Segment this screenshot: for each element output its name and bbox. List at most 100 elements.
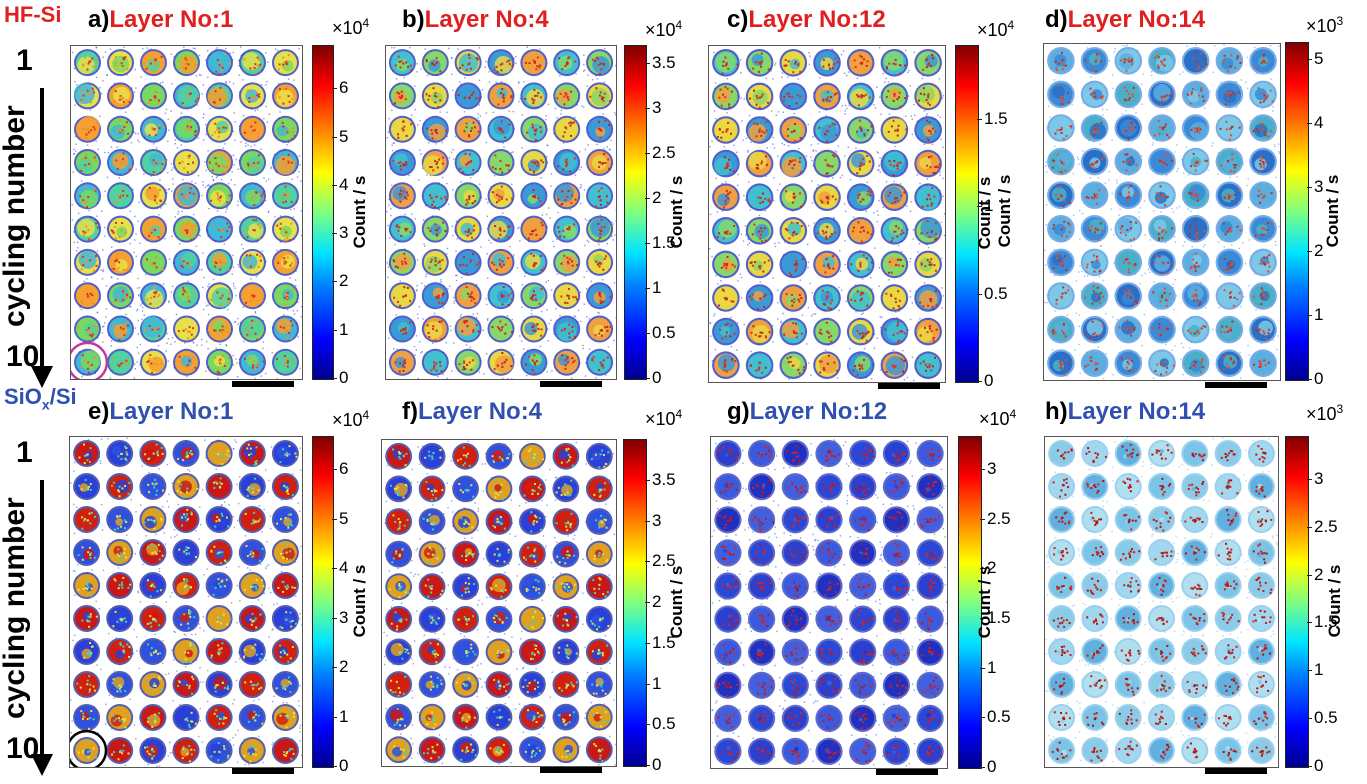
noise-speck — [897, 244, 900, 247]
spot-speck — [444, 230, 447, 233]
noise-speck — [774, 242, 776, 245]
noise-speck — [262, 341, 265, 343]
noise-speck — [939, 171, 941, 173]
noise-speck — [845, 300, 848, 302]
noise-speck — [478, 79, 481, 81]
noise-speck — [584, 244, 586, 247]
spot-speck — [600, 218, 603, 221]
noise-speck — [713, 110, 716, 112]
spot-core — [432, 287, 444, 299]
spot-speck — [895, 225, 898, 228]
spot-speck — [406, 227, 409, 230]
spot-speck — [786, 134, 789, 137]
sample-spot — [779, 250, 808, 279]
sample-spot — [272, 115, 299, 143]
exponent-power: 4 — [362, 16, 370, 30]
spot-speck — [863, 132, 866, 135]
spot-speck — [218, 73, 221, 75]
sample-spot — [272, 149, 299, 176]
spot-speck — [93, 188, 96, 191]
spot-speck — [194, 235, 197, 238]
spot-speck — [494, 167, 497, 170]
colorbar-tick-mark — [645, 333, 650, 335]
noise-speck — [265, 372, 267, 375]
noise-speck — [709, 213, 712, 216]
spot-speck — [257, 361, 260, 364]
noise-speck — [137, 319, 139, 322]
spot-speck — [757, 61, 760, 64]
spot-core — [397, 322, 410, 334]
noise-speck — [268, 113, 271, 115]
noise-speck — [837, 145, 840, 147]
noise-speck — [943, 234, 945, 237]
spot-speck — [827, 263, 830, 266]
spot-speck — [540, 96, 543, 99]
spot-speck — [471, 236, 473, 239]
spot-speck — [216, 128, 219, 131]
noise-speck — [238, 74, 240, 76]
spot-speck — [497, 127, 500, 130]
noise-speck — [893, 180, 895, 183]
spot-speck — [432, 325, 435, 328]
noise-speck — [225, 344, 227, 346]
spot-speck — [431, 62, 434, 65]
sample-spot — [454, 182, 482, 210]
noise-speck — [242, 114, 245, 117]
noise-speck — [168, 129, 170, 131]
spot-speck — [828, 267, 831, 270]
sample-spot — [454, 315, 482, 343]
spot-speck — [726, 87, 729, 90]
noise-speck — [579, 169, 581, 171]
spot-speck — [558, 57, 561, 60]
noise-speck — [172, 183, 174, 185]
spot-speck — [87, 131, 90, 134]
spot-speck — [602, 366, 605, 369]
spot-core — [594, 190, 610, 206]
spot-speck — [787, 128, 790, 131]
spot-speck — [80, 89, 83, 92]
noise-speck — [256, 241, 259, 243]
intensity-map-svg — [71, 46, 302, 379]
noise-speck — [393, 142, 396, 144]
panel-title: a)Layer No:1 — [88, 6, 233, 34]
spot-speck — [599, 262, 602, 265]
spot-speck — [721, 131, 724, 134]
spot-speck — [436, 166, 439, 169]
spot-core — [525, 253, 541, 270]
spot-speck — [396, 266, 399, 269]
noise-speck — [140, 76, 142, 78]
spot-speck — [81, 99, 84, 102]
noise-speck — [419, 119, 421, 122]
noise-speck — [865, 210, 867, 212]
noise-speck — [80, 308, 83, 311]
noise-speck — [841, 289, 843, 291]
spot-speck — [283, 297, 286, 300]
noise-speck — [877, 169, 879, 172]
noise-speck — [391, 47, 393, 49]
noise-speck — [472, 174, 475, 176]
noise-speck — [750, 350, 752, 353]
cycle-arrow-shaft — [40, 88, 44, 368]
noise-speck — [912, 229, 914, 231]
noise-speck — [744, 225, 747, 227]
spot-speck — [437, 226, 440, 229]
spot-speck — [398, 370, 401, 373]
noise-speck — [234, 321, 236, 323]
spot-speck — [501, 171, 504, 174]
spot-speck — [276, 224, 279, 227]
noise-speck — [177, 213, 179, 215]
noise-speck — [741, 120, 743, 122]
spot-speck — [502, 95, 505, 98]
noise-speck — [136, 310, 138, 312]
sample-spot — [846, 183, 875, 211]
spot-speck — [566, 302, 569, 304]
sample-spot — [712, 116, 740, 144]
spot-speck — [609, 325, 612, 328]
noise-speck — [777, 155, 779, 157]
spot-speck — [121, 159, 124, 162]
noise-speck — [231, 273, 233, 275]
spot-speck — [254, 191, 257, 194]
spot-speck — [761, 240, 763, 243]
spot-speck — [126, 68, 129, 70]
spot-speck — [727, 164, 730, 167]
